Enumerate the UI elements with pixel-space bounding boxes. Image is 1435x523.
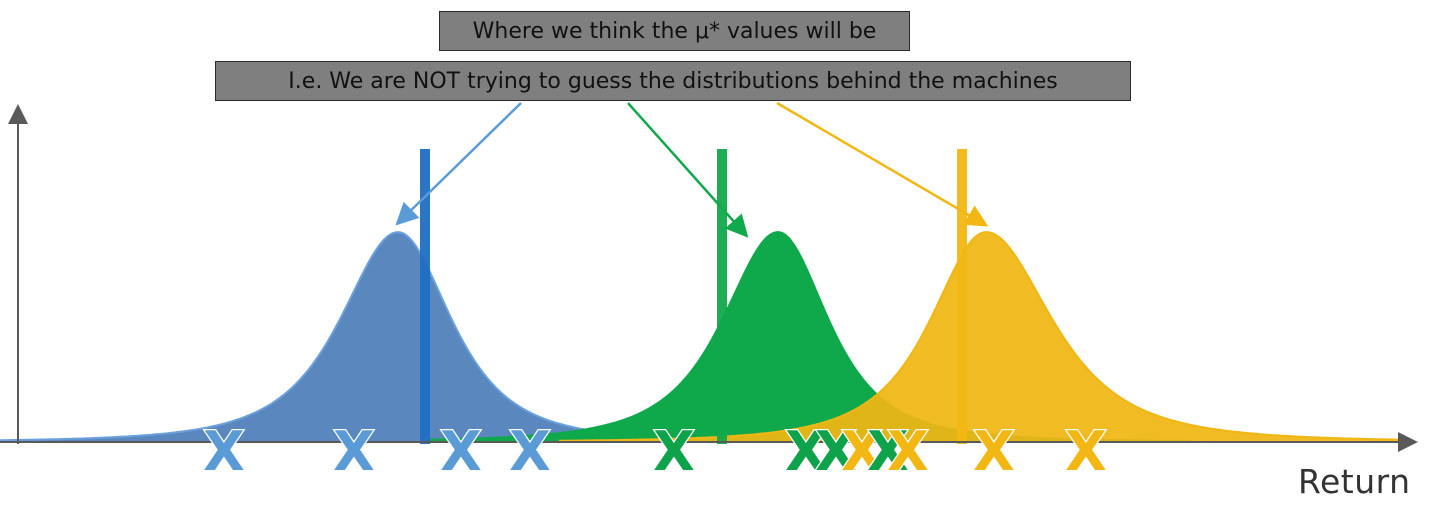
green-sample-marker: X [785,420,827,483]
blue-sample-marker: X [440,420,482,483]
blue-sample-marker: X [333,420,375,483]
blue-sample-marker: X [509,420,551,483]
yellow-pointer-arrow [776,101,989,227]
green-sample-marker: X [815,420,857,483]
x-axis-label: Return [1298,462,1411,501]
blue-sample-marker: X [203,420,245,483]
yellow-sample-marker: X [1065,420,1107,483]
distribution-note-callout: I.e. We are NOT trying to guess the dist… [215,61,1131,101]
green-sample-marker: X [867,420,909,483]
blue-pointer-arrow [395,102,522,226]
green-sample-marker: X [653,420,695,483]
yellow-sample-marker: X [973,420,1015,483]
yellow-sample-marker: X [841,420,883,483]
yellow-distribution-curve [559,231,1413,443]
yellow-sample-marker: X [887,420,929,483]
mu-star-callout: Where we think the μ* values will be [439,11,910,51]
green-pointer-arrow [627,102,749,238]
